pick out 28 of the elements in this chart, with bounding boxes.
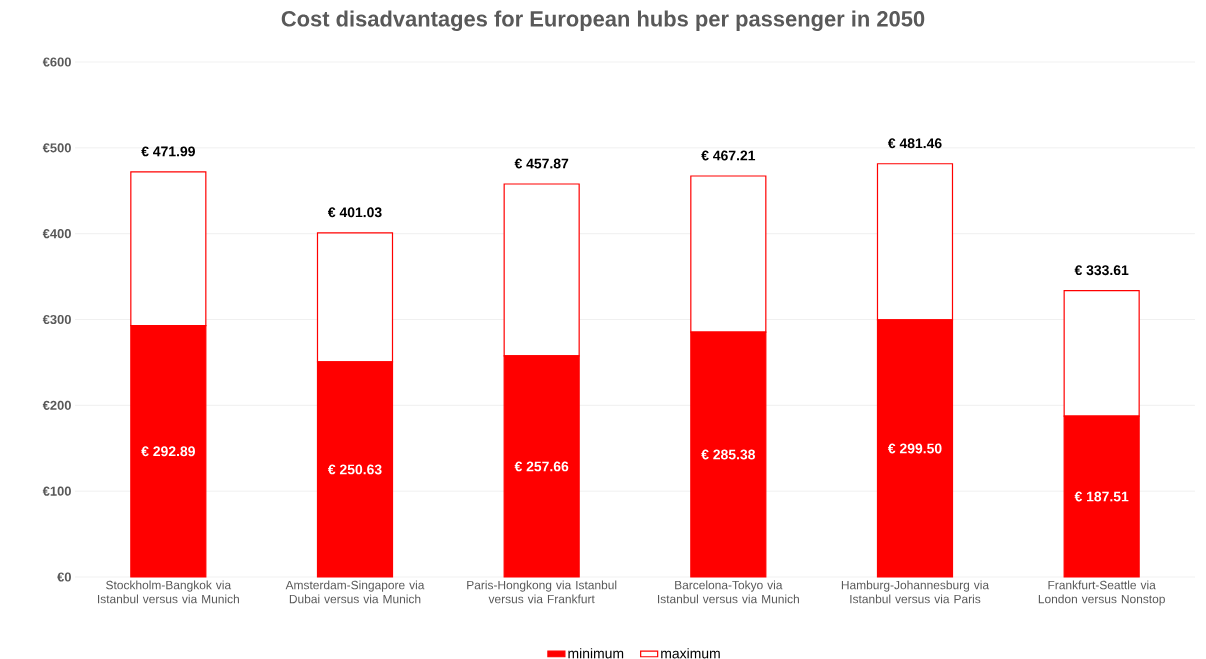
x-tick-label: Frankfurt-Seattle via London versus Nonstop	[1038, 580, 1165, 606]
x-tick-label: Paris-Hongkong via Istanbul versus via Frankfurt	[467, 580, 617, 604]
data-label: € 299.50	[887, 443, 942, 454]
x-tick-label: Amsterdam-Singapore via Dubai versus via Munich	[285, 580, 425, 604]
legend-label: maximum	[661, 648, 720, 659]
chart-title: Cost disadvantages for European hubs per passenger in 2050	[281, 10, 925, 32]
data-label: € 292.89	[141, 446, 195, 457]
legend-label: minimum	[568, 648, 624, 659]
data-label: € 257.66	[514, 461, 569, 472]
x-tick-label: Barcelona-Tokyo via Istanbul versus via Munich	[658, 580, 799, 604]
y-tick-label: €100	[42, 486, 71, 496]
total-label: € 481.46	[887, 138, 942, 149]
x-tick-label: Stockholm-Bangkok via Istanbul versus via Munich	[98, 580, 239, 604]
y-tick-label: €0	[57, 572, 71, 582]
data-label: € 187.51	[1074, 491, 1129, 502]
data-label: € 250.63	[327, 464, 382, 475]
x-tick-label: Hamburg-Johannesburg via Istanbul versus via Paris	[841, 580, 990, 604]
total-label: € 471.99	[141, 146, 195, 157]
total-label: € 467.21	[701, 150, 756, 161]
total-label: € 457.87	[514, 158, 569, 169]
y-tick-label: €400	[42, 229, 71, 239]
y-tick-label: €300	[42, 314, 71, 325]
total-label: € 333.61	[1074, 265, 1129, 276]
y-tick-label: €600	[42, 57, 71, 67]
data-label: € 285.38	[701, 449, 756, 460]
y-tick-label: €500	[42, 143, 71, 153]
total-label: € 401.03	[327, 207, 382, 218]
y-tick-label: €200	[42, 400, 71, 410]
